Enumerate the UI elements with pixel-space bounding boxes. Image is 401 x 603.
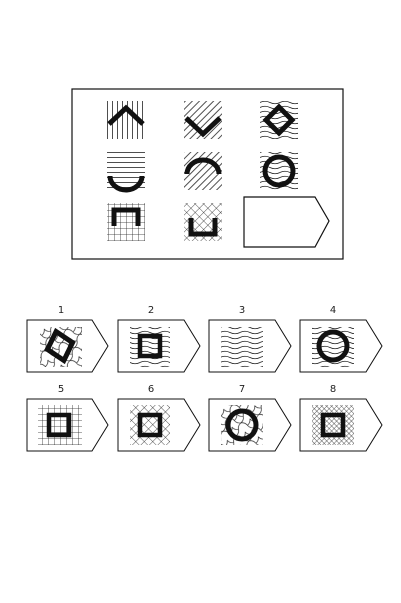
option-2[interactable]	[117, 319, 201, 373]
square-icon	[320, 412, 346, 438]
option-5[interactable]	[26, 398, 109, 452]
chevron-up-icon	[107, 104, 145, 126]
option-3[interactable]	[208, 319, 292, 373]
option-number-1: 1	[57, 305, 65, 316]
matrix-cell-1-1	[107, 101, 145, 139]
diamond-icon	[44, 327, 76, 365]
option-1[interactable]	[26, 319, 109, 373]
bracket-down-icon	[111, 207, 141, 226]
option-number-2: 2	[147, 305, 155, 316]
matrix-cell-2-2	[184, 152, 222, 190]
matrix-cell-1-2	[184, 101, 222, 139]
matrix-frame	[71, 88, 344, 260]
option-number-6: 6	[147, 384, 155, 395]
bracket-up-icon	[188, 218, 218, 237]
chevron-down-icon	[184, 116, 222, 138]
option-number-7: 7	[238, 384, 246, 395]
arc-up-icon	[107, 175, 145, 193]
answer-slot	[243, 196, 330, 248]
matrix-cell-1-3	[260, 101, 298, 139]
matrix-cell-3-1	[107, 203, 145, 241]
matrix-cell-2-1	[107, 152, 145, 193]
square-icon	[137, 412, 163, 438]
square-icon	[46, 412, 72, 438]
matrix-cell-3-3-missing	[243, 196, 330, 248]
matrix-cell-3-2	[184, 203, 222, 241]
diamond-icon	[262, 103, 296, 137]
option-number-4: 4	[329, 305, 337, 316]
circle-icon	[262, 154, 296, 188]
circle-icon	[316, 329, 350, 363]
option-4[interactable]	[299, 319, 383, 373]
option-7[interactable]	[208, 398, 292, 452]
option-6[interactable]	[117, 398, 201, 452]
option-number-3: 3	[238, 305, 246, 316]
option-number-8: 8	[329, 384, 337, 395]
option-number-5: 5	[57, 384, 65, 395]
option-8[interactable]	[299, 398, 383, 452]
matrix-cell-2-3	[260, 152, 298, 190]
square-icon	[137, 333, 163, 359]
arc-down-icon	[184, 157, 222, 175]
circle-icon	[225, 408, 259, 442]
